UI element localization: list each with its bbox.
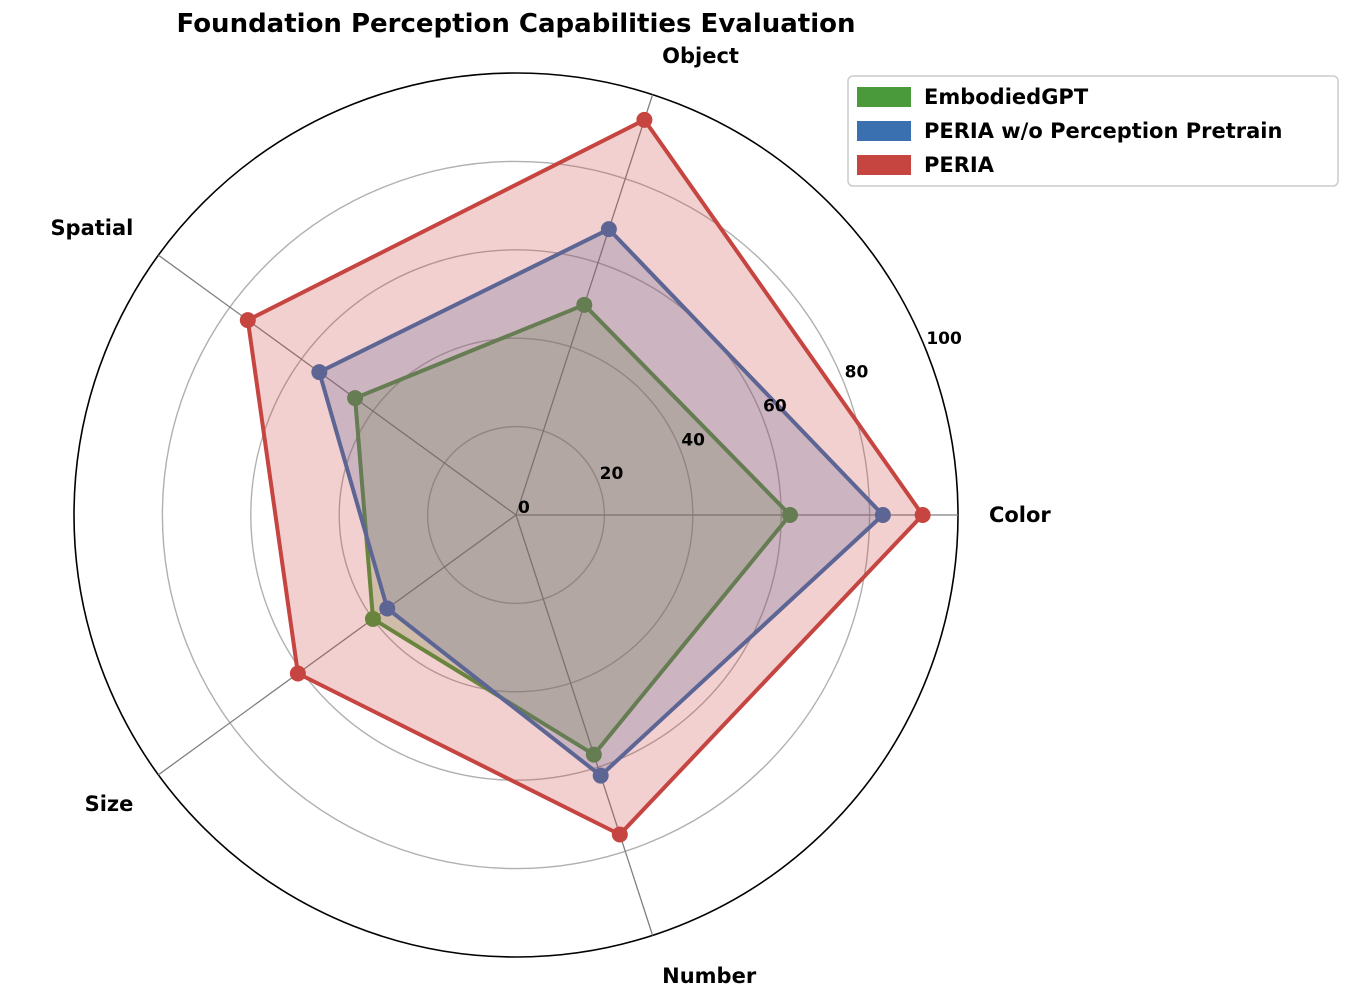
radial-tick-label: 40 [681, 430, 705, 450]
data-point [636, 111, 653, 128]
radial-tick-label: 60 [763, 397, 787, 417]
data-point [600, 221, 617, 238]
radial-tick-label: 20 [600, 464, 624, 484]
chart-title: Foundation Perception Capabilities Evalu… [176, 9, 855, 39]
category-label: Color [989, 503, 1051, 527]
series-area [247, 119, 923, 835]
legend: EmbodiedGPT PERIA w/o Perception Pretrain… [847, 75, 1339, 187]
data-point [311, 364, 328, 381]
legend-swatch [857, 155, 911, 175]
radial-tick-label: 100 [926, 329, 962, 349]
data-point [592, 767, 609, 784]
category-label-layer: Color Object Spatial Size Number [50, 44, 1051, 988]
data-point [379, 600, 396, 617]
legend-swatch [857, 121, 911, 141]
legend-label: EmbodiedGPT [924, 85, 1089, 109]
category-label: Number [662, 964, 757, 988]
legend-label: PERIA w/o Perception Pretrain [924, 119, 1282, 143]
data-point [611, 826, 628, 843]
data-point [576, 296, 593, 313]
data-point [347, 390, 364, 407]
radial-tick-layer: 0 20 40 60 80 100 [518, 329, 962, 518]
spoke-line [515, 514, 654, 936]
series-group [311, 221, 891, 784]
data-point [585, 746, 602, 763]
data-point [289, 665, 306, 682]
grid-layer [73, 72, 959, 958]
series-layer [239, 111, 931, 843]
data-point [914, 507, 931, 523]
series-line [317, 227, 885, 778]
data-point [239, 312, 256, 329]
series-area [319, 229, 883, 776]
data-point [782, 507, 799, 523]
radial-tick-label: 80 [845, 363, 869, 383]
series-line [353, 302, 792, 757]
series-area [355, 304, 790, 755]
category-label: Spatial [50, 216, 133, 240]
legend-swatch [857, 87, 911, 107]
series-group [239, 111, 931, 843]
spoke-line [158, 514, 517, 776]
series-line [245, 117, 925, 837]
category-label: Size [85, 792, 134, 816]
series-group [347, 296, 799, 763]
data-point [364, 610, 381, 627]
radial-tick-label: 0 [518, 498, 530, 518]
legend-box [847, 75, 1339, 187]
spoke-line [158, 254, 517, 516]
legend-label: PERIA [924, 153, 995, 177]
category-label: Object [662, 44, 739, 68]
data-point [874, 507, 891, 523]
